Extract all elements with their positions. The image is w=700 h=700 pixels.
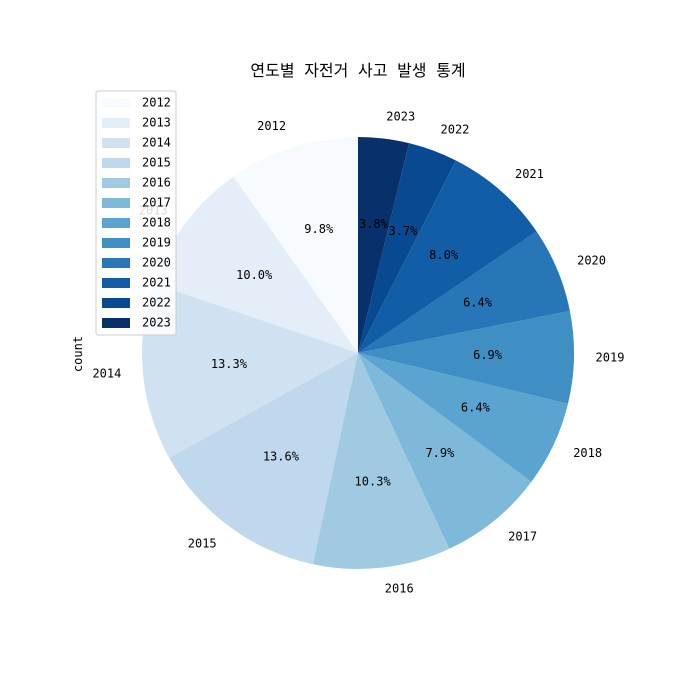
- percent-label-2013: 10.0%: [236, 268, 273, 282]
- legend-label-2012: 2012: [142, 96, 171, 110]
- percent-label-2021: 8.0%: [429, 248, 459, 262]
- legend-swatch-2017: [102, 198, 130, 208]
- percent-label-2020: 6.4%: [463, 295, 493, 309]
- legend-label-2023: 2023: [142, 316, 171, 330]
- legend-swatch-2016: [102, 178, 130, 188]
- percent-label-2018: 6.4%: [461, 400, 491, 414]
- pie-slice-2016: [312, 353, 450, 569]
- legend-label-2015: 2015: [142, 156, 171, 170]
- pie-slice-2020: [358, 231, 570, 353]
- legend-label-2014: 2014: [142, 136, 171, 150]
- legend-swatch-2013: [102, 118, 130, 128]
- pie-slice-2014: [141, 283, 358, 458]
- legend-frame: [95, 90, 177, 336]
- pie-slice-2018: [358, 353, 568, 482]
- percent-label-2017: 7.9%: [425, 446, 455, 460]
- legend-label-2013: 2013: [142, 116, 171, 130]
- legend: 2012 2013 2014 2015 2016 2017 2018 2019 2020 2021…: [95, 90, 177, 336]
- percent-label-2012: 9.8%: [304, 222, 334, 236]
- pie-slice-2017: [358, 353, 532, 549]
- legend-swatch-2023: [102, 318, 130, 328]
- pie-slice-2012: [233, 137, 358, 353]
- legend-label-2017: 2017: [142, 196, 171, 210]
- category-label-2016: 2016: [385, 582, 414, 596]
- category-label-2014: 2014: [92, 367, 121, 381]
- pie-slices: [141, 137, 574, 569]
- category-label-2020: 2020: [577, 254, 606, 268]
- chart-title: 연도별 자전거 사고 발생 통계: [250, 61, 465, 80]
- category-labels: 2012 2013 2014 2015 2016 2017 2018 2019 2020 2021…: [92, 110, 624, 596]
- legend-label-2019: 2019: [142, 236, 171, 250]
- legend-label-2020: 2020: [142, 256, 171, 270]
- percent-label-2014: 13.3%: [211, 357, 248, 371]
- pie-slice-2021: [358, 160, 537, 353]
- pie-slice-2023: [358, 137, 410, 353]
- category-label-2018: 2018: [573, 446, 602, 460]
- legend-swatch-2022: [102, 298, 130, 308]
- percent-label-2019: 6.9%: [473, 348, 503, 362]
- y-axis-label: count: [71, 336, 85, 372]
- legend-label-2018: 2018: [142, 216, 171, 230]
- legend-swatch-2019: [102, 238, 130, 248]
- percent-labels: 9.8% 10.0% 13.3% 13.6% 10.3% 7.9% 6.4% 6.9% 6.4%…: [211, 217, 503, 488]
- legend-swatch-2015: [102, 158, 130, 168]
- category-label-2023: 2023: [386, 110, 415, 124]
- category-label-2017: 2017: [508, 530, 537, 544]
- legend-label-2022: 2022: [142, 296, 171, 310]
- percent-label-2016: 10.3%: [355, 474, 392, 488]
- pie-slice-2013: [153, 176, 358, 353]
- legend-swatch-2012: [102, 98, 130, 108]
- pie-slice-2015: [169, 353, 358, 565]
- percent-label-2023: 3.8%: [359, 217, 389, 231]
- category-label-2012: 2012: [257, 119, 286, 133]
- category-label-2015: 2015: [188, 536, 217, 550]
- category-label-2019: 2019: [596, 350, 625, 364]
- pie-slice-2019: [358, 310, 574, 404]
- legend-label-2016: 2016: [142, 176, 171, 190]
- legend-label-2021: 2021: [142, 276, 171, 290]
- legend-swatch-2021: [102, 278, 130, 288]
- category-label-2022: 2022: [441, 123, 470, 137]
- legend-swatch-2020: [102, 258, 130, 268]
- percent-label-2015: 13.6%: [263, 450, 300, 464]
- legend-swatch-2018: [102, 218, 130, 228]
- category-label-2021: 2021: [515, 167, 544, 181]
- percent-label-2022: 3.7%: [389, 224, 419, 238]
- legend-swatch-2014: [102, 138, 130, 148]
- pie-slice-2022: [358, 143, 456, 353]
